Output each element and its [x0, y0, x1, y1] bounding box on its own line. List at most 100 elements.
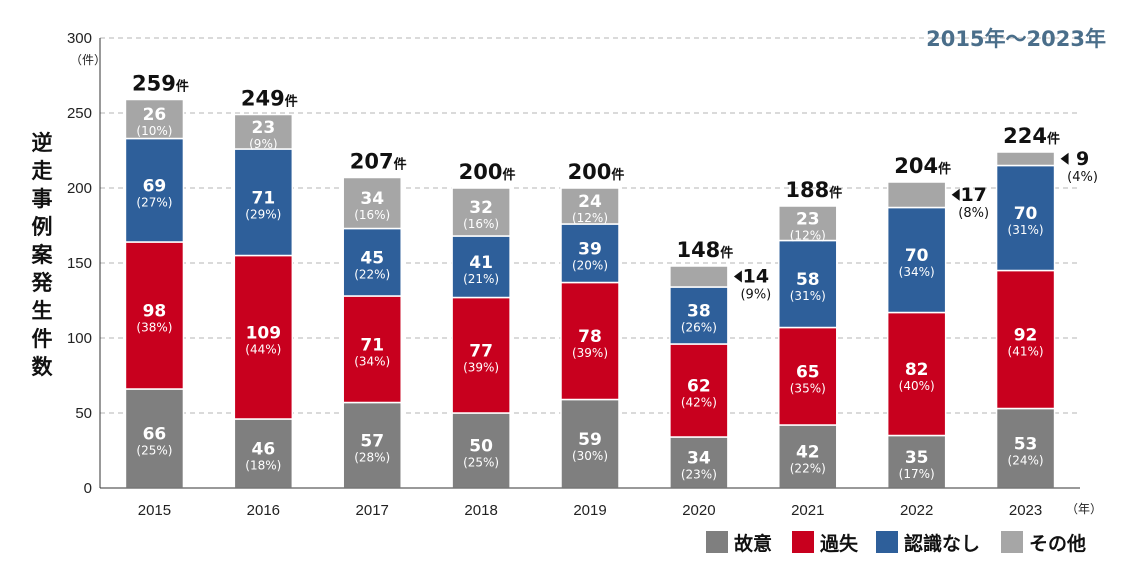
total-value: 259 — [132, 72, 176, 96]
total-suffix: 件 — [176, 79, 189, 95]
total-label: 188件 — [785, 178, 842, 202]
bar-segment — [233, 148, 294, 257]
data-percent-label: (16%) — [354, 208, 390, 222]
total-label: 200件 — [568, 160, 625, 184]
total-value: 188 — [785, 178, 829, 202]
data-label: 9 — [1076, 148, 1089, 170]
total-value: 207 — [350, 150, 394, 174]
data-percent-label: (34%) — [899, 265, 935, 279]
period-label: 2015年〜2023年 — [926, 27, 1106, 51]
x-tick-label: 2020 — [682, 502, 715, 519]
total-value: 148 — [676, 238, 720, 262]
data-percent-label: (44%) — [245, 342, 281, 356]
data-percent-label: (26%) — [681, 321, 717, 335]
data-label: 98 — [143, 302, 167, 322]
data-percent-label: (35%) — [790, 381, 826, 395]
data-label: 92 — [1014, 326, 1038, 346]
data-percent-label: (29%) — [245, 207, 281, 221]
total-suffix: 件 — [720, 245, 733, 261]
bar-segment — [342, 227, 402, 297]
data-percent-label: (30%) — [572, 449, 608, 463]
y-tick-label: 200 — [67, 180, 92, 197]
data-percent-label: (24%) — [1008, 453, 1044, 467]
data-label: 23 — [251, 118, 275, 138]
data-percent-label: (4%) — [1067, 170, 1098, 185]
bar-segment — [778, 326, 838, 426]
total-label: 148件 — [676, 238, 733, 262]
x-tick-label: 2016 — [247, 502, 280, 519]
data-percent-label: (22%) — [790, 462, 826, 476]
x-unit-label: （年） — [1066, 502, 1102, 516]
data-label: 46 — [251, 440, 275, 460]
data-percent-label: (9%) — [249, 137, 277, 151]
bar-segment — [451, 235, 511, 299]
total-label: 200件 — [459, 160, 516, 184]
bar-segment — [778, 205, 838, 242]
bar-segment — [995, 151, 1056, 167]
total-value: 249 — [241, 87, 285, 111]
legend-swatch — [706, 531, 728, 553]
bar-segment — [342, 401, 402, 489]
x-tick-label: 2019 — [573, 502, 606, 519]
callout-arrow — [733, 270, 742, 283]
data-label: 50 — [469, 437, 493, 457]
callout-arrow — [951, 188, 960, 201]
bar-segment — [451, 187, 511, 237]
data-label: 69 — [143, 176, 167, 196]
x-tick-label: 2021 — [791, 502, 824, 519]
total-value: 224 — [1003, 124, 1047, 148]
data-percent-label: (23%) — [681, 468, 717, 482]
data-percent-label: (18%) — [245, 459, 281, 473]
data-percent-label: (12%) — [572, 211, 608, 225]
data-percent-label: (39%) — [572, 346, 608, 360]
total-suffix: 件 — [285, 94, 298, 110]
data-label: 34 — [360, 189, 384, 209]
data-percent-label: (25%) — [136, 444, 172, 458]
data-label: 26 — [143, 105, 167, 125]
data-percent-label: (39%) — [463, 360, 499, 374]
data-percent-label: (10%) — [136, 124, 172, 138]
y-tick-label: 150 — [67, 255, 92, 272]
data-label: 70 — [905, 246, 929, 266]
total-value: 200 — [568, 160, 612, 184]
data-percent-label: (9%) — [740, 288, 771, 303]
data-label: 70 — [1014, 204, 1038, 224]
data-label: 82 — [905, 360, 929, 380]
data-percent-label: (25%) — [463, 456, 499, 470]
data-percent-label: (28%) — [354, 450, 390, 464]
data-label: 42 — [796, 443, 820, 463]
data-label: 71 — [360, 335, 384, 355]
x-tick-label: 2022 — [900, 502, 933, 519]
data-label: 53 — [1014, 434, 1038, 454]
total-label: 249件 — [241, 87, 298, 111]
data-percent-label: (8%) — [958, 206, 989, 221]
data-label: 65 — [796, 362, 820, 382]
x-tick-label: 2015 — [138, 502, 171, 519]
bar-segment — [669, 343, 729, 438]
total-suffix: 件 — [829, 185, 842, 201]
total-value: 204 — [894, 154, 938, 178]
bar-segment — [233, 113, 294, 150]
bar-segment — [342, 176, 402, 230]
data-label: 23 — [796, 209, 820, 229]
data-label: 109 — [246, 323, 282, 343]
legend-swatch — [1001, 531, 1023, 553]
data-label: 78 — [578, 327, 602, 347]
data-label: 35 — [905, 448, 929, 468]
legend-label: 故意 — [734, 532, 772, 555]
data-label: 38 — [687, 302, 711, 322]
legend-swatch — [792, 531, 814, 553]
data-label: 45 — [360, 248, 384, 268]
data-percent-label: (34%) — [354, 354, 390, 368]
data-percent-label: (38%) — [136, 321, 172, 335]
total-suffix: 件 — [394, 157, 407, 173]
data-percent-label: (20%) — [572, 258, 608, 272]
bar-segment — [778, 424, 838, 489]
total-label: 204件 — [894, 154, 951, 178]
y-tick-label: 100 — [67, 330, 92, 347]
data-percent-label: (21%) — [463, 272, 499, 286]
legend-label: その他 — [1029, 532, 1086, 555]
data-label: 58 — [796, 270, 820, 290]
